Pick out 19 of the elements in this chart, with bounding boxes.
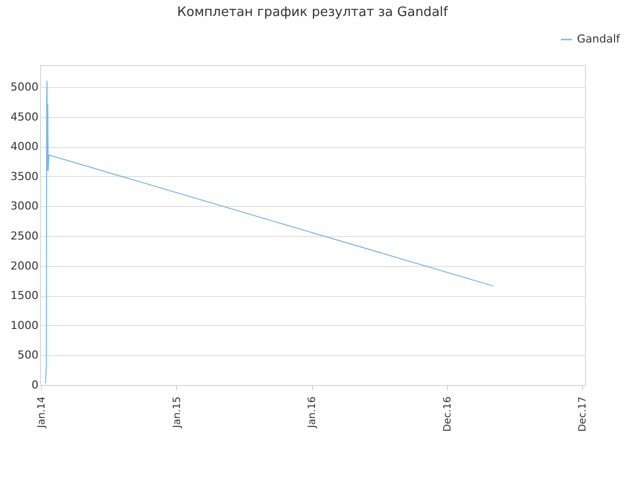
y-tick-label: 500	[18, 348, 38, 362]
x-tick-label: Dec.17	[578, 396, 589, 432]
y-tick-label: 3500	[10, 170, 38, 183]
y-tick-label: 0	[32, 378, 38, 392]
y-tick-label: 1000	[10, 318, 38, 332]
legend-label: Gandalf	[577, 32, 622, 46]
chart-title: Комплетан график резултат за Gandalf	[177, 5, 448, 20]
y-tick-label: 2000	[10, 259, 38, 272]
y-tick-label: 3000	[10, 200, 38, 213]
x-tick-label: Dec.16	[442, 396, 454, 432]
y-tick-label: 4500	[10, 110, 38, 124]
y-tick-label: 1500	[10, 289, 38, 302]
y-tick-label: 5000	[10, 80, 38, 94]
y-tick-label: 4000	[10, 140, 38, 154]
x-tick-label: Jan.14	[36, 396, 48, 429]
x-tick-label: Jan.15	[172, 396, 183, 429]
y-tick-label: 2500	[10, 230, 38, 243]
x-tick-label: Jan.16	[307, 396, 318, 429]
line-series	[45, 80, 494, 384]
